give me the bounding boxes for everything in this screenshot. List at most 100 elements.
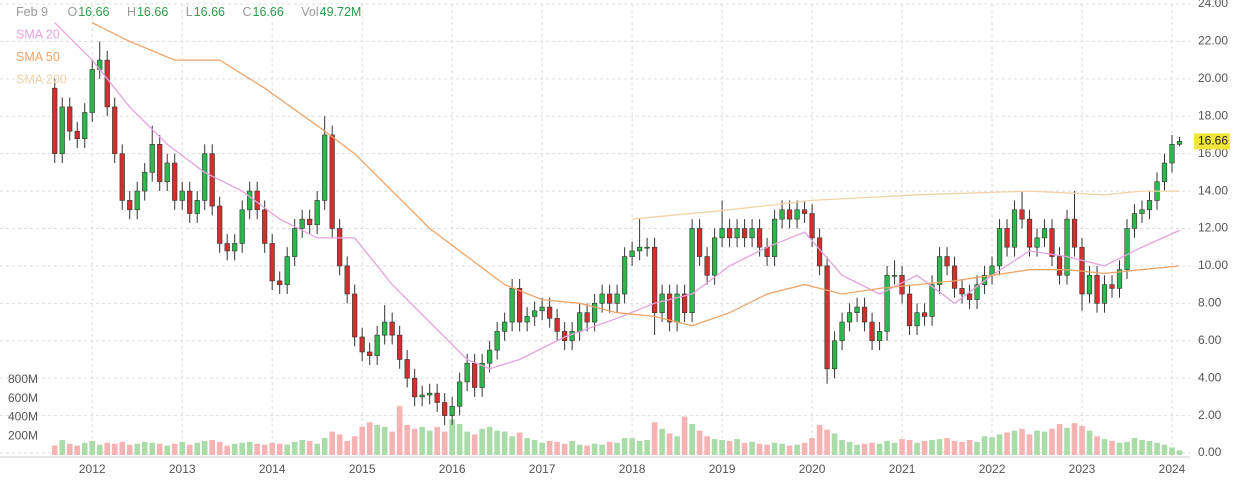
volume-bar [846,441,853,455]
candle-body [397,334,403,360]
volume-bar [554,441,560,455]
y-tick-label: 12.00 [1198,221,1228,235]
volume-bar [209,440,216,455]
candle-body [1101,284,1108,304]
x-tick-label: 2012 [79,462,106,476]
candle-body [554,317,560,332]
volume-bar [1124,441,1130,455]
candle-body [884,274,890,332]
ohlc-header: Feb 9 O16.66 H16.66 L16.66 C16.66 Vol49.… [16,5,375,19]
volume-bar [134,443,141,455]
candle-body [494,331,500,351]
volume-bar [299,440,305,455]
candle-body [1019,209,1025,220]
volume-bar [261,444,268,455]
volume-bar [861,443,868,455]
volume-bar [621,438,628,455]
volume-bar [336,434,343,455]
volume-bar [426,430,433,455]
volume-bar [1154,442,1160,455]
volume-bar [996,434,1003,455]
candle-body [389,321,395,336]
candle-body [697,228,703,257]
candle-body [472,362,478,388]
candle-body [52,87,58,154]
candle-body [104,59,110,108]
x-tick-label: 2015 [349,462,376,476]
candle-body [352,293,358,338]
candle-body [487,349,493,364]
candle-body [906,293,913,327]
volume-bar [929,440,935,455]
volume-bar [711,439,718,455]
candle-body [1026,218,1033,248]
volume-bar [66,443,73,455]
volume-tick-label: 600M [8,391,38,405]
volume-tick-label: 200M [8,428,38,442]
volume-bar [231,443,238,455]
volume-bar [966,440,973,455]
candle-body [667,293,673,323]
candle-body [314,200,320,226]
candle-body [592,303,598,323]
x-tick-label: 2014 [259,462,286,476]
volume-bar [644,440,650,455]
volume-bar [126,444,133,455]
x-tick-label: 2018 [619,462,646,476]
candle-body [936,256,943,285]
sma-line [54,22,1180,370]
candle-body [412,377,418,398]
volume-bar [449,419,455,455]
candle-body [854,306,860,313]
volume-bar [276,443,283,455]
candle-body [719,228,725,239]
volume-bar [464,431,470,455]
volume-bar [359,426,365,455]
high-value: 16.66 [136,5,169,19]
volume-tick-label: 400M [8,410,38,424]
volume-bar [831,433,838,455]
candle-body [149,144,155,173]
volume-bar [246,441,253,455]
candle-body [179,190,185,201]
sma-line [632,190,1180,220]
x-tick-label: 2020 [799,462,826,476]
volume-bar [779,443,785,455]
candle-body [509,288,515,323]
candle-body [1071,218,1078,248]
volume-bar [816,425,823,455]
x-tick-label: 2023 [1069,462,1096,476]
volume-bar [1004,432,1010,455]
volume-bar [1026,434,1033,455]
volume-bar [734,439,740,455]
candle-body [929,284,935,317]
volume-bar [1019,428,1025,455]
y-tick-label: 2.00 [1198,408,1222,422]
candle-body [824,265,830,370]
volume-bar [306,440,313,455]
candle-body [277,280,283,285]
x-tick-label: 2024 [1159,462,1186,476]
close-label: C [242,5,252,19]
volume-bar [314,443,320,455]
volume-bar [1071,423,1078,455]
candle-body [876,331,883,342]
candle-body [1056,256,1063,276]
candle-body [577,312,583,332]
volume-bar [344,440,350,455]
candle-body [479,362,485,388]
candle-body [292,228,298,257]
volume-bar [419,426,425,455]
volume-bar [524,438,530,455]
candle-body [921,312,928,317]
volume-bar [696,430,703,455]
volume-bar [809,438,815,455]
y-tick-label: 10.00 [1198,258,1228,272]
candle-body [299,218,305,229]
volume-bar [456,424,463,455]
candle-body [194,200,200,214]
volume-bar [1034,430,1040,455]
candle-body [637,246,643,252]
volume-bar [719,440,725,455]
